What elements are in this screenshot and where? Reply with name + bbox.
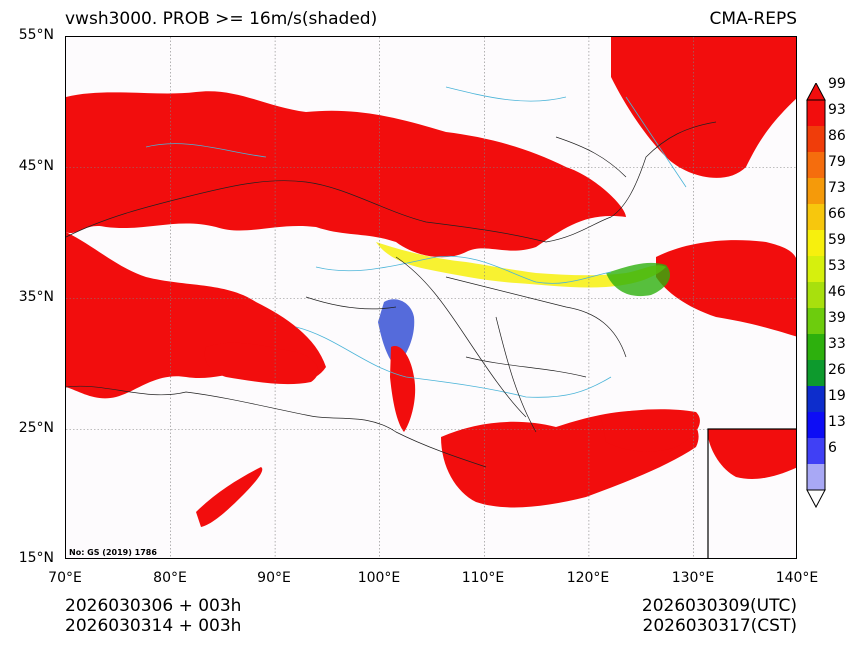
- colorbar-label: 13: [828, 414, 846, 430]
- colorbar-segment: [807, 412, 825, 438]
- lon-label-140: 140°E: [775, 570, 819, 586]
- lon-label-100: 100°E: [357, 570, 401, 586]
- probability-shading: [66, 37, 796, 527]
- colorbar-label: 99: [828, 76, 846, 92]
- grid-lines: [66, 37, 796, 558]
- lat-label-55: 55°N: [18, 27, 54, 43]
- colorbar-top-arrow: [806, 83, 826, 101]
- valid-time-block: 2026030309(UTC) 2026030317(CST): [642, 596, 797, 636]
- shade-india-streak: [196, 467, 263, 527]
- shade-taiwan-sea: [601, 409, 700, 452]
- shade-green-band: [606, 262, 671, 297]
- colorbar-segment: [807, 464, 825, 490]
- shade-northeast: [611, 37, 796, 178]
- colorbar-label: 93: [828, 102, 846, 118]
- colorbar-segment: [807, 438, 825, 464]
- colorbar-label: 79: [828, 154, 846, 170]
- colorbar-label: 26: [828, 362, 846, 378]
- colorbar-segment: [807, 126, 825, 152]
- colorbar-segment: [807, 282, 825, 308]
- south-china-sea-inset: [707, 428, 796, 558]
- shade-inset-south: [708, 429, 796, 479]
- lon-label-80: 80°E: [153, 570, 187, 586]
- shade-blue-patch: [378, 299, 415, 367]
- colorbar-segment: [807, 230, 825, 256]
- init-time-block: 2026030306 + 003h 2026030314 + 003h: [65, 596, 241, 636]
- map-panel: [65, 36, 797, 559]
- lat-label-35: 35°N: [18, 289, 54, 305]
- colorbar-label: 86: [828, 128, 846, 144]
- colorbar-segment: [807, 360, 825, 386]
- colorbar-label: 46: [828, 284, 846, 300]
- colorbar-segment: [807, 100, 825, 126]
- colorbar-bottom-arrow: [806, 489, 826, 509]
- borders: [66, 121, 717, 468]
- model-name: CMA-REPS: [709, 9, 797, 29]
- colorbar-label: 19: [828, 388, 846, 404]
- shade-red-column: [390, 346, 416, 432]
- colorbar-label: 59: [828, 232, 846, 248]
- lon-label-120: 120°E: [566, 570, 610, 586]
- colorbar-segment: [807, 308, 825, 334]
- shade-tibet-south: [204, 342, 319, 385]
- colorbar-segment: [807, 386, 825, 412]
- colorbar-segment: [807, 152, 825, 178]
- shade-north-band: [66, 91, 626, 258]
- init-time-utc: 2026030306 + 003h: [65, 596, 242, 616]
- colorbar-segment: [807, 204, 825, 230]
- colorbar-label: 33: [828, 336, 846, 352]
- lon-label-110: 110°E: [461, 570, 505, 586]
- colorbar-segment: [807, 178, 825, 204]
- lat-label-25: 25°N: [18, 420, 54, 436]
- valid-time-utc: 2026030309(UTC): [641, 596, 797, 616]
- map-canvas: [66, 37, 796, 558]
- rivers: [145, 86, 687, 398]
- lon-label-90: 90°E: [257, 570, 291, 586]
- lat-label-15: 15°N: [18, 550, 54, 566]
- lon-label-130: 130°E: [671, 570, 715, 586]
- lon-label-70: 70°E: [48, 570, 82, 586]
- valid-time-cst: 2026030317(CST): [642, 616, 797, 636]
- shade-east: [656, 240, 796, 337]
- colorbar-label: 66: [828, 206, 846, 222]
- colorbar-label: 73: [828, 180, 846, 196]
- colorbar-label: 39: [828, 310, 846, 326]
- chart-title: vwsh3000. PROB >= 16m/s(shaded): [65, 9, 378, 29]
- colorbar-segment: [807, 256, 825, 282]
- colorbar-label: 53: [828, 258, 846, 274]
- init-time-cst: 2026030314 + 003h: [65, 616, 242, 636]
- colorbar-segment: [807, 334, 825, 360]
- map-review-number: No: GS (2019) 1786: [69, 548, 157, 557]
- colorbar: [806, 83, 826, 509]
- colorbar-label: 6: [828, 440, 837, 456]
- lat-label-45: 45°N: [18, 158, 54, 174]
